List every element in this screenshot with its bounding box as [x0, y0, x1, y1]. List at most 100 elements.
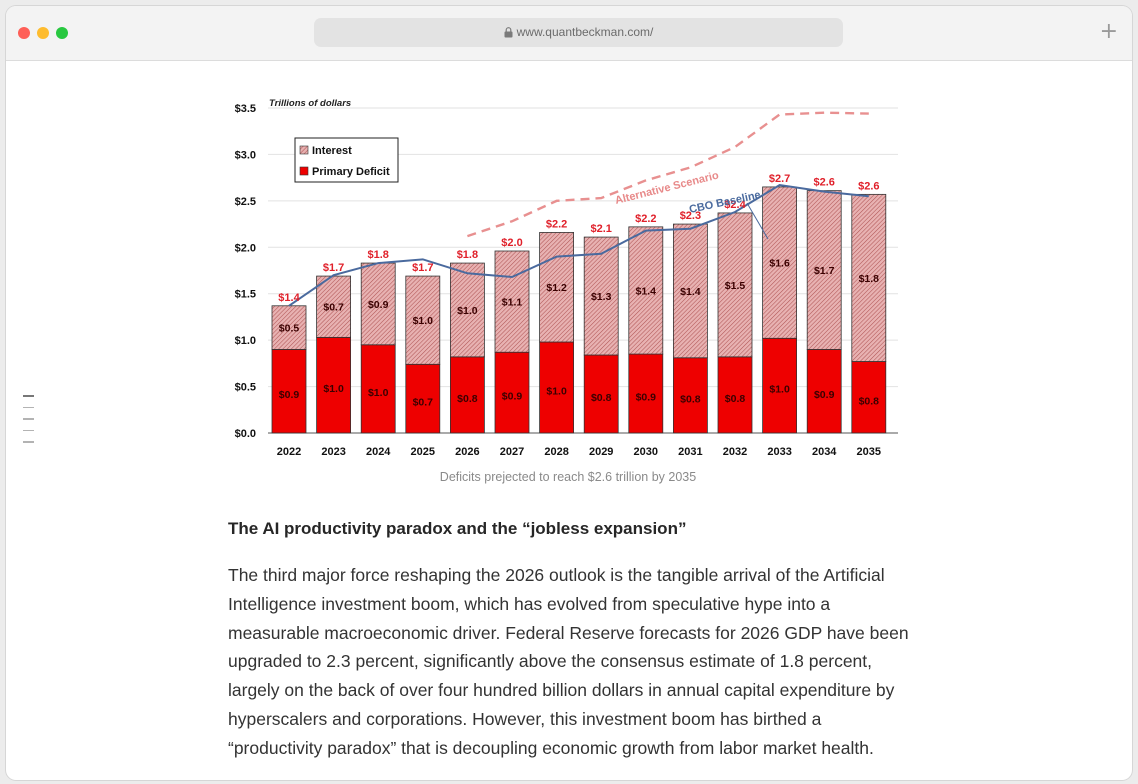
bar-interest — [449, 262, 485, 358]
bar-label-interest: $1.4 — [636, 285, 657, 297]
y-tick-label: $0.0 — [235, 428, 256, 440]
bar-label-interest: $1.0 — [413, 315, 434, 327]
bar-label-primary-deficit: $0.9 — [502, 391, 523, 403]
x-tick-label: 2029 — [589, 446, 613, 458]
bar-total-label: $2.2 — [546, 218, 567, 230]
x-tick-label: 2025 — [411, 446, 435, 458]
bar-label-primary-deficit: $0.9 — [814, 389, 835, 401]
bar-primary-deficit — [360, 344, 396, 434]
bar-total-label: $2.3 — [680, 210, 701, 222]
bar-label-interest: $1.2 — [546, 282, 567, 294]
bar-primary-deficit — [405, 363, 441, 434]
lock-icon — [504, 27, 513, 38]
bar-interest — [494, 250, 530, 353]
x-tick-label: 2030 — [634, 446, 658, 458]
bar-interest — [806, 190, 842, 350]
bar-label-primary-deficit: $0.8 — [591, 392, 612, 404]
bar-primary-deficit — [271, 349, 307, 434]
legend-swatch-interest — [299, 145, 309, 155]
toc-marker[interactable] — [23, 406, 34, 408]
bar-label-primary-deficit: $0.8 — [725, 393, 746, 405]
minimize-window-button[interactable] — [37, 27, 49, 39]
bar-label-interest: $1.5 — [725, 280, 746, 292]
alternative-scenario-line — [467, 111, 869, 238]
deficit-chart: $0.0 $0.5 $1.0 $1.5 $2.0 $2.5 $3.0 $3.5 $0.9 $0.… — [228, 81, 908, 466]
bar-interest — [405, 275, 441, 365]
bar-total-label: $1.8 — [457, 249, 478, 261]
bar-primary-deficit — [583, 354, 619, 434]
section-heading: The AI productivity paradox and the “job… — [228, 519, 687, 538]
bar-label-primary-deficit: $0.9 — [636, 392, 657, 404]
bar-label-interest: $1.4 — [680, 286, 701, 298]
bar-primary-deficit — [717, 356, 753, 434]
bar-interest — [539, 232, 575, 343]
x-tick-label: 2035 — [857, 446, 881, 458]
bar-label-primary-deficit: $0.8 — [457, 393, 478, 405]
bar-interest — [583, 236, 619, 356]
y-tick-label: $0.5 — [235, 382, 256, 394]
bar-primary-deficit — [672, 357, 708, 434]
bar-label-primary-deficit: $1.0 — [769, 384, 790, 396]
bar-interest — [762, 186, 797, 339]
maximize-window-button[interactable] — [56, 27, 68, 39]
x-tick-label: 2033 — [767, 446, 791, 458]
x-tick-label: 2023 — [321, 446, 345, 458]
bar-total-label: $1.4 — [278, 292, 300, 304]
bar-total-label: $2.6 — [813, 177, 834, 189]
bar-primary-deficit — [851, 361, 887, 434]
y-tick-label: $1.0 — [235, 335, 256, 347]
annotation-pointer — [746, 202, 769, 240]
bar-label-interest: $1.6 — [769, 258, 790, 270]
bar-total-label: $2.6 — [858, 180, 879, 192]
bar-total-label: $1.7 — [323, 262, 344, 274]
toc-marker[interactable] — [23, 418, 34, 420]
table-of-contents-indicator[interactable] — [23, 395, 34, 453]
bar-primary-deficit — [494, 351, 530, 434]
toc-marker[interactable] — [23, 429, 34, 431]
x-tick-label: 2034 — [812, 446, 837, 458]
x-tick-label: 2031 — [678, 446, 702, 458]
chart-units-label: Trillions of dollars — [269, 98, 351, 109]
y-tick-label: $3.0 — [235, 149, 256, 161]
bar-interest — [672, 223, 708, 359]
bar-label-interest: $1.8 — [859, 273, 880, 285]
bar-total-label: $2.7 — [769, 173, 790, 185]
bar-total-label: $1.7 — [412, 262, 433, 274]
page-content: $0.0 $0.5 $1.0 $1.5 $2.0 $2.5 $3.0 $3.5 $0.9 $0.… — [6, 61, 1132, 780]
x-tick-label: 2028 — [544, 446, 568, 458]
cbo-baseline-line — [288, 184, 869, 307]
bar-label-interest: $0.9 — [368, 299, 389, 311]
x-tick-label: 2022 — [277, 446, 301, 458]
legend-label-primary-deficit: Primary Deficit — [312, 166, 390, 178]
chart-legend: Interest Primary Deficit — [294, 137, 399, 183]
bar-label-primary-deficit: $0.7 — [413, 397, 434, 409]
bar-interest — [628, 226, 664, 355]
y-tick-label: $2.0 — [235, 242, 256, 254]
toc-marker[interactable] — [23, 441, 34, 443]
article-paragraph: The third major force reshaping the 2026… — [228, 565, 909, 758]
bar-label-interest: $1.3 — [591, 291, 612, 303]
bar-label-primary-deficit: $0.8 — [859, 395, 880, 407]
x-tick-label: 2026 — [455, 446, 479, 458]
bar-total-label: $2.4 — [724, 199, 746, 211]
toc-marker[interactable] — [23, 395, 34, 397]
y-tick-label: $2.5 — [235, 196, 256, 208]
close-window-button[interactable] — [18, 27, 30, 39]
y-tick-label: $1.5 — [235, 289, 256, 301]
x-tick-label: 2027 — [500, 446, 524, 458]
bar-label-primary-deficit: $1.0 — [546, 386, 567, 398]
bar-total-label: $1.8 — [367, 249, 388, 261]
bar-total-label: $2.0 — [501, 237, 522, 249]
new-tab-button[interactable]: + — [1099, 19, 1118, 44]
bar-primary-deficit — [539, 341, 575, 434]
bar-label-primary-deficit: $1.0 — [323, 383, 344, 395]
y-tick-label: $3.5 — [235, 103, 256, 115]
bar-interest — [360, 262, 396, 346]
bar-primary-deficit — [628, 353, 664, 434]
bar-total-label: $2.2 — [635, 213, 656, 225]
bar-label-interest: $0.5 — [279, 323, 300, 335]
bar-label-interest: $1.7 — [814, 265, 835, 277]
bar-interest — [717, 212, 753, 358]
url-text: www.quantbeckman.com/ — [516, 25, 654, 39]
address-bar[interactable]: www.quantbeckman.com/ — [314, 18, 843, 47]
